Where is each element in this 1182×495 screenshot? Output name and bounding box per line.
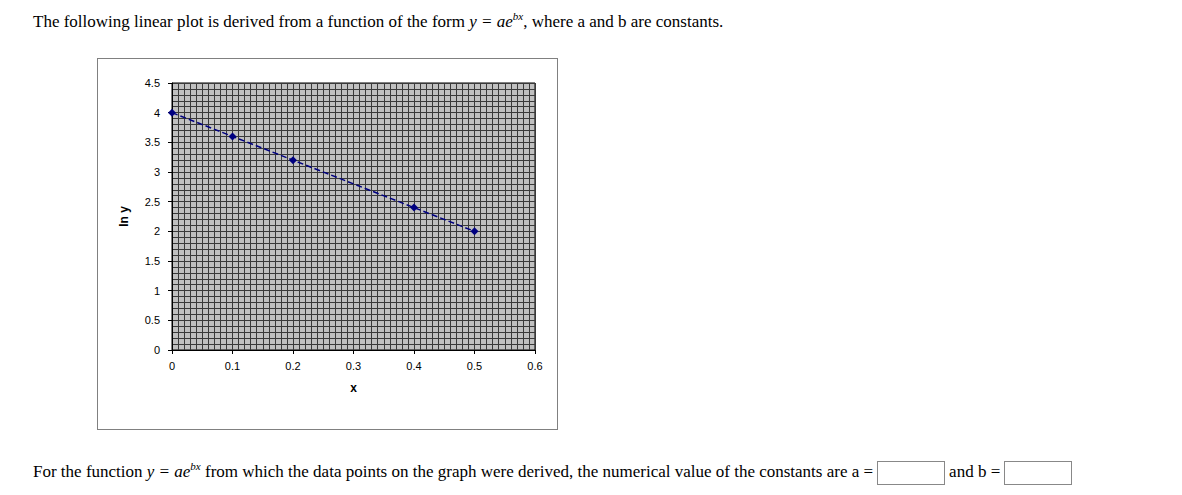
svg-text:0.5: 0.5 bbox=[467, 360, 482, 372]
svg-text:0.2: 0.2 bbox=[285, 360, 300, 372]
html-text:For the function y = aebxfrom: For the function y = aebxfrom which the … bbox=[33, 460, 874, 481]
svg-text:0: 0 bbox=[154, 344, 160, 356]
html-text:and b =: and b = bbox=[949, 461, 1001, 481]
svg-text:2: 2 bbox=[154, 225, 160, 237]
svg-text:0.5: 0.5 bbox=[145, 314, 160, 326]
svg-text:x: x bbox=[350, 381, 357, 395]
svg-text:1.5: 1.5 bbox=[145, 255, 160, 267]
svg-text:0.3: 0.3 bbox=[346, 360, 361, 372]
svg-text:3: 3 bbox=[154, 166, 160, 178]
svg-text:ln y: ln y bbox=[117, 206, 131, 227]
svg-text:0.6: 0.6 bbox=[527, 360, 542, 372]
html-text:The following linear plot is d: The following linear plot is derived fro… bbox=[33, 10, 724, 31]
svg-text:2.5: 2.5 bbox=[145, 196, 160, 208]
svg-text:0: 0 bbox=[169, 360, 175, 372]
svg-text:1: 1 bbox=[154, 285, 160, 297]
svg-text:0.1: 0.1 bbox=[225, 360, 240, 372]
svg-text:0.4: 0.4 bbox=[406, 360, 421, 372]
svg-text:3.5: 3.5 bbox=[145, 136, 160, 148]
svg-text:4.5: 4.5 bbox=[145, 77, 160, 89]
svg-text:4: 4 bbox=[154, 107, 160, 119]
